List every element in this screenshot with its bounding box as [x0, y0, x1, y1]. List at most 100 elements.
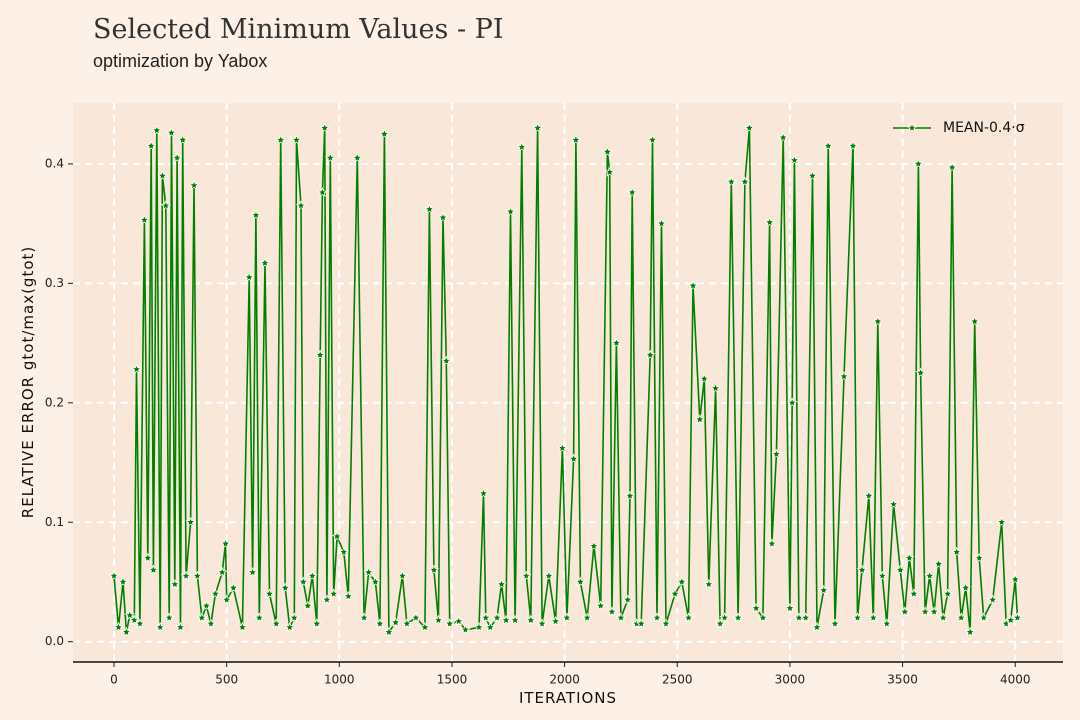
data-point — [428, 564, 440, 575]
data-point — [937, 612, 949, 623]
y-axis-label: RELATIVE ERROR gtot/max(gtot) — [19, 246, 37, 518]
data-point — [157, 170, 168, 181]
data-point — [121, 626, 132, 637]
data-point — [319, 122, 330, 133]
data-point — [928, 606, 940, 617]
data-point — [401, 618, 413, 629]
data-point — [321, 594, 333, 605]
data-point — [441, 355, 452, 366]
data-point — [216, 566, 228, 577]
data-point — [188, 179, 200, 190]
data-point — [635, 618, 647, 629]
data-point — [888, 498, 899, 509]
data-point — [196, 612, 208, 623]
data-point — [732, 612, 744, 623]
data-point — [800, 612, 812, 623]
data-point — [719, 612, 730, 623]
data-point — [687, 280, 699, 291]
data-point — [328, 588, 340, 599]
data-point — [220, 538, 231, 549]
data-point — [259, 257, 271, 268]
data-point — [647, 134, 658, 145]
data-point — [881, 618, 893, 629]
data-point — [139, 214, 150, 225]
data-point — [270, 618, 282, 629]
data-point — [602, 146, 613, 157]
data-point — [154, 621, 166, 632]
data-point — [784, 602, 796, 613]
data-point — [108, 570, 120, 581]
data-point — [651, 612, 663, 623]
data-point — [645, 349, 656, 360]
data-point — [180, 570, 192, 581]
data-point — [807, 170, 818, 181]
data-point — [145, 140, 157, 151]
data-point — [171, 152, 183, 163]
data-point — [284, 621, 295, 632]
data-point — [575, 576, 586, 587]
data-point — [771, 448, 782, 459]
data-point — [473, 621, 485, 632]
data-point — [757, 612, 769, 623]
data-point — [397, 570, 408, 581]
data-point — [660, 618, 672, 629]
data-point — [358, 612, 370, 623]
x-tick-label: 0 — [110, 673, 118, 687]
data-point — [933, 558, 944, 569]
data-point — [478, 488, 489, 499]
data-point — [142, 552, 154, 563]
x-tick-label: 4000 — [1000, 673, 1031, 687]
data-point — [280, 582, 291, 593]
data-point — [915, 367, 926, 378]
data-point — [505, 206, 516, 217]
legend-marker — [906, 122, 918, 133]
data-point — [714, 618, 726, 629]
data-point — [561, 612, 573, 623]
data-point — [160, 200, 172, 211]
data-point — [363, 566, 374, 577]
data-point — [264, 588, 275, 599]
data-point — [604, 166, 615, 177]
data-point — [525, 614, 537, 625]
data-point — [166, 127, 177, 138]
data-point — [624, 490, 636, 501]
data-point — [856, 564, 868, 575]
y-tick-label: 0.1 — [45, 515, 64, 529]
data-point — [852, 612, 863, 623]
data-point — [750, 602, 762, 613]
data-point — [924, 570, 935, 581]
data-point — [789, 154, 800, 165]
data-point — [955, 612, 967, 623]
data-point — [611, 337, 622, 348]
x-axis-label: ITERATIONS — [519, 689, 617, 707]
data-point — [302, 600, 313, 611]
data-point — [374, 618, 386, 629]
data-point — [595, 600, 606, 611]
data-point — [847, 140, 859, 151]
data-point — [615, 612, 627, 623]
data-point — [536, 618, 548, 629]
data-point — [314, 349, 326, 360]
y-tick-label: 0.4 — [45, 156, 64, 170]
data-point — [698, 373, 710, 384]
data-point — [683, 612, 694, 623]
data-point — [128, 614, 140, 625]
data-point — [485, 621, 496, 632]
data-point — [543, 570, 555, 581]
data-point — [210, 588, 221, 599]
data-point — [516, 141, 528, 152]
data-point — [221, 594, 232, 605]
data-point — [509, 614, 521, 625]
data-point — [444, 618, 455, 629]
data-point — [175, 621, 186, 632]
data-point — [557, 442, 568, 453]
data-point — [786, 397, 798, 408]
data-point — [744, 122, 755, 133]
data-point — [177, 134, 188, 145]
legend-label: MEAN-0.4·σ — [943, 120, 1025, 136]
data-point — [370, 576, 381, 587]
data-point — [496, 578, 507, 589]
data-point — [169, 578, 181, 589]
data-point — [669, 588, 681, 599]
